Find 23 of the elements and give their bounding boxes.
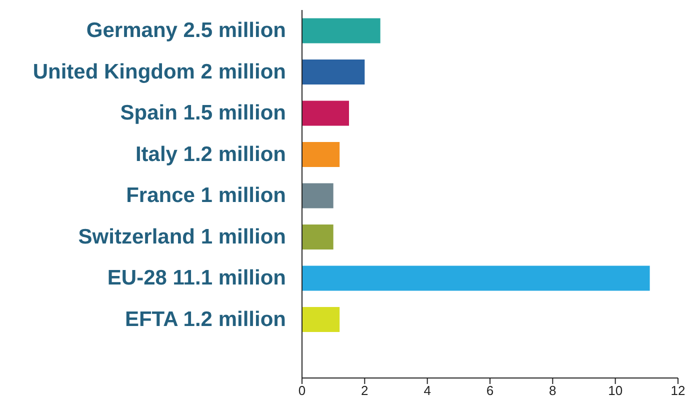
bar [302,266,650,291]
y-tick-label: EU-28 11.1 million [107,266,286,290]
x-tick-label: 0 [298,383,306,398]
y-tick-label: Italy 1.2 million [135,142,286,166]
y-tick-label: Spain 1.5 million [120,102,286,125]
x-tick-label: 2 [361,383,368,398]
bar [302,18,380,44]
x-tick-label: 8 [549,383,556,398]
bar [302,224,334,250]
y-tick-label: United Kingdom 2 million [32,60,286,84]
bar [302,100,349,126]
x-tick-label: 12 [670,383,686,398]
x-tick-label: 4 [424,383,431,398]
bar [302,183,334,208]
x-tick-label: 10 [608,383,623,398]
x-tick-label: 6 [486,383,494,398]
y-tick-label: France 1 million [126,184,286,208]
y-tick-label: Germany 2.5 million [86,19,286,42]
y-tick-label: EFTA 1.2 million [124,308,286,331]
bar [302,142,340,167]
bar [302,307,340,332]
y-tick-label: Switzerland 1 million [78,225,286,248]
bar [302,60,365,84]
